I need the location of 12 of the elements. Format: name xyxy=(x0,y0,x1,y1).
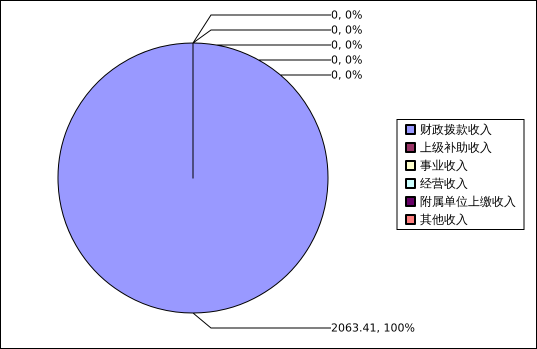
text: 0, 0% xyxy=(331,38,362,52)
text: 0, 0% xyxy=(331,54,362,66)
text: 0, 0% xyxy=(331,24,362,36)
legend-label: 事业收入 xyxy=(420,158,468,172)
legend-label: 其他收入 xyxy=(420,212,468,226)
data-label: 2063.41, 100% xyxy=(331,322,415,334)
legend-label: 经营收入 xyxy=(420,176,468,190)
legend-label: 财政拨款收入 xyxy=(420,122,492,136)
text: 0, 0% xyxy=(331,8,362,22)
legend-label: 上级补助收入 xyxy=(420,140,492,154)
legend-label: 附属单位上缴收入 xyxy=(420,194,516,208)
text: 0, 0% xyxy=(331,68,362,82)
